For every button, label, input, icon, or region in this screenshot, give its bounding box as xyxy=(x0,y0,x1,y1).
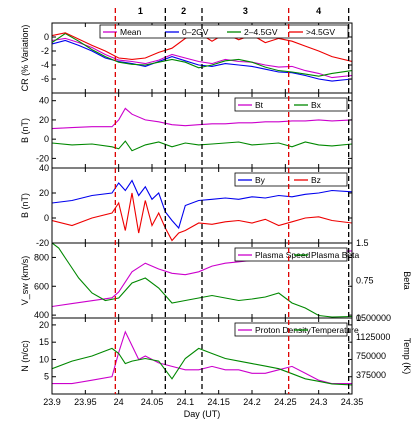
right-y-tick-label: 1500000 xyxy=(356,313,391,323)
y-axis-label: B (nT) xyxy=(20,118,30,143)
x-tick-label: 24.3 xyxy=(310,397,328,407)
y-tick-label: 5 xyxy=(44,372,49,382)
x-axis-label: Day (UT) xyxy=(184,409,221,419)
y-tick-label: -4 xyxy=(41,60,49,70)
y-tick-label: -2 xyxy=(41,46,49,56)
right-y-tick-label: 375000 xyxy=(356,370,386,380)
series-line-vsw-1 xyxy=(52,243,352,318)
y-tick-label: 40 xyxy=(39,163,49,173)
right-y-tick-label: 1.5 xyxy=(356,238,369,248)
legend-box-vsw xyxy=(234,247,348,262)
x-tick-label: 24.35 xyxy=(341,397,364,407)
legend-box-b xyxy=(234,97,348,112)
legend-label: Temperature xyxy=(311,325,359,335)
legend-label: 0–2GV xyxy=(182,27,209,37)
legend-box-cr xyxy=(99,24,349,39)
y-tick-label: 40 xyxy=(39,96,49,106)
legend-label: Plasma Beta xyxy=(311,250,359,260)
series-line-b-1 xyxy=(52,140,352,152)
legend-label: Proton Density xyxy=(255,325,311,335)
region-label: 3 xyxy=(243,6,248,16)
y-tick-label: 800 xyxy=(34,252,49,262)
y-tick-label: 20 xyxy=(39,115,49,125)
legend-label: Bt xyxy=(255,100,264,110)
x-tick-label: 23.9 xyxy=(43,397,61,407)
series-line-by-0 xyxy=(52,179,352,230)
y-tick-label: 20 xyxy=(39,320,49,330)
legend-label: Mean xyxy=(120,27,142,37)
right-y-axis-label: Temp (K) xyxy=(402,338,412,375)
region-label: 1 xyxy=(138,6,143,16)
region-label: 4 xyxy=(316,6,321,16)
y-tick-label: 0 xyxy=(44,134,49,144)
x-tick-label: 23.95 xyxy=(74,397,97,407)
legend-box-by xyxy=(234,172,348,187)
series-line-np-1 xyxy=(52,347,352,386)
right-y-tick-label: 1125000 xyxy=(356,332,390,342)
series-line-cr-1 xyxy=(52,39,352,82)
x-tick-label: 24.25 xyxy=(274,397,297,407)
series-line-cr-2 xyxy=(52,32,352,77)
series-line-np-0 xyxy=(52,330,352,385)
y-tick-label: 15 xyxy=(39,337,49,347)
y-axis-label: V_sw (km/s) xyxy=(20,256,30,306)
y-tick-label: -6 xyxy=(41,74,49,84)
x-tick-label: 24.1 xyxy=(177,397,195,407)
y-tick-label: 10 xyxy=(39,354,49,364)
x-tick-label: 24 xyxy=(114,397,124,407)
y-tick-label: 600 xyxy=(34,281,49,291)
x-tick-label: 24.15 xyxy=(207,397,230,407)
right-y-axis-label: Beta xyxy=(402,271,412,290)
legend-label: >4.5GV xyxy=(306,27,335,37)
y-axis-label: B (nT) xyxy=(20,193,30,218)
y-tick-label: 400 xyxy=(34,310,49,320)
legend-label: 2–4.5GV xyxy=(244,27,278,37)
y-tick-label: 0 xyxy=(44,32,49,42)
legend-label: By xyxy=(255,175,266,185)
y-tick-label: -20 xyxy=(36,238,49,248)
y-tick-label: 0 xyxy=(44,213,49,223)
x-tick-label: 24.05 xyxy=(141,397,164,407)
legend-label: Plasma Speed xyxy=(255,250,311,260)
right-y-tick-label: 0 xyxy=(356,313,361,323)
y-axis-label: N (n/cc) xyxy=(20,340,30,372)
legend-label: Bx xyxy=(311,100,322,110)
y-tick-label: -20 xyxy=(36,153,49,163)
legend-box-np xyxy=(234,322,348,337)
legend-label: Bz xyxy=(311,175,321,185)
right-y-tick-label: 0.75 xyxy=(356,276,374,286)
series-line-cr-0 xyxy=(52,37,352,79)
region-label: 2 xyxy=(181,6,186,16)
x-tick-label: 24.2 xyxy=(243,397,261,407)
y-axis-label: CR (% Variation) xyxy=(20,25,30,92)
y-tick-label: 20 xyxy=(39,188,49,198)
series-line-b-0 xyxy=(52,107,352,130)
right-y-tick-label: 750000 xyxy=(356,351,386,361)
series-line-by-1 xyxy=(52,192,352,242)
